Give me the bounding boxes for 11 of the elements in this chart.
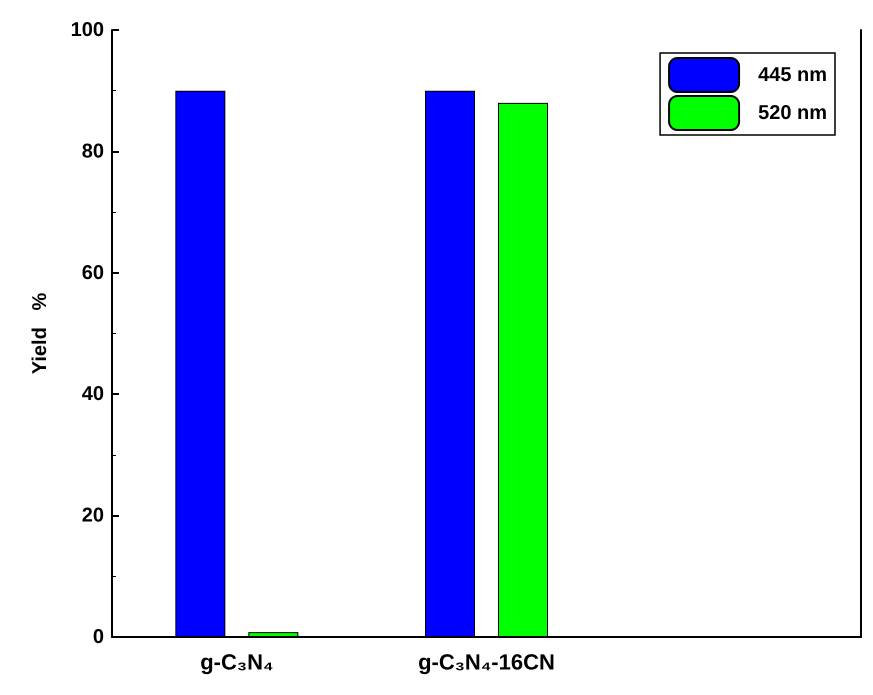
y-axis-title: Yield % [29,292,51,374]
y-tick-label: 60 [82,262,104,284]
y-tick-label: 0 [92,626,104,648]
y-tick-label: 20 [82,504,104,527]
legend-label: 520 nm [758,102,828,124]
y-tick-label: 40 [82,383,104,406]
x-tick-label: g-C₃N₄ [200,650,274,674]
x-tick-label: g-C₃N₄-16CN [418,650,555,674]
y-tick-label: 80 [82,140,104,162]
y-tick-label: 100 [70,19,104,41]
legend-label: 445 nm [758,64,828,86]
